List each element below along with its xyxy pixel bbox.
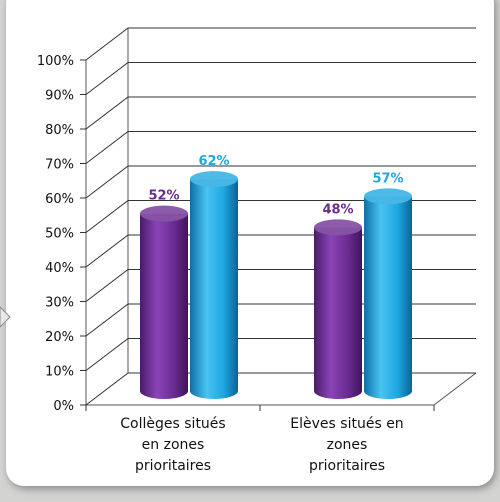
bar-top	[190, 171, 238, 188]
category-label-line: en zones	[142, 437, 205, 453]
gridline	[85, 131, 476, 164]
data-label: 62%	[198, 154, 229, 169]
category-label-line: prioritaires	[135, 458, 211, 474]
pointer-marker	[0, 306, 11, 328]
bar	[364, 188, 412, 399]
bar-body	[314, 227, 362, 399]
data-labels: 52% 62% 48% 57%	[148, 154, 403, 217]
bar-top	[314, 219, 362, 236]
bar-top-highlight	[364, 188, 412, 205]
y-tick-label: 10%	[45, 365, 74, 380]
data-label: 57%	[372, 171, 403, 186]
gridline	[85, 27, 476, 61]
y-tick-label: 40%	[45, 261, 74, 276]
bar	[140, 205, 188, 399]
category-label-line: Elèves situés en	[290, 416, 403, 432]
bar-top	[140, 205, 188, 222]
y-tick-label: 60%	[45, 192, 74, 207]
data-label: 52%	[148, 189, 179, 204]
y-tick-label: 80%	[45, 123, 74, 138]
bar-body	[140, 213, 188, 399]
category-label: Collèges situés en zones prioritaires	[120, 416, 225, 474]
y-tick-label: 50%	[45, 227, 74, 242]
bar	[190, 171, 238, 399]
y-tick-label: 90%	[45, 89, 74, 104]
bar-top-highlight	[140, 205, 188, 222]
category-label-line: zones	[327, 437, 368, 453]
gridline	[85, 96, 476, 130]
category-label: Elèves situés en zones prioritaires	[290, 416, 403, 474]
bar-top-highlight	[190, 171, 238, 188]
y-tick-label: 70%	[45, 158, 74, 173]
y-tick-label: 100%	[37, 54, 74, 69]
y-tick-label: 20%	[45, 330, 74, 345]
card-background	[6, 0, 494, 486]
data-label: 48%	[322, 202, 353, 217]
y-axis-ticks: 0% 10% 20% 30% 40% 50% 60% 70% 80% 90% 100%	[37, 54, 74, 414]
category-label-line: prioritaires	[309, 458, 385, 474]
y-tick-label: 0%	[53, 399, 74, 414]
bar-top-highlight	[314, 219, 362, 236]
bar-body	[364, 196, 412, 399]
x-axis-categories: Collèges situés en zones prioritairesElève…	[120, 416, 403, 474]
gridline	[85, 200, 476, 233]
bar	[314, 219, 362, 399]
bar-body	[190, 179, 238, 399]
bars	[140, 171, 412, 399]
gridline	[85, 165, 476, 199]
category-label-line: Collèges situés	[120, 416, 225, 432]
gridline	[85, 62, 476, 95]
y-tick-label: 30%	[45, 296, 74, 311]
bar-top	[364, 188, 412, 205]
